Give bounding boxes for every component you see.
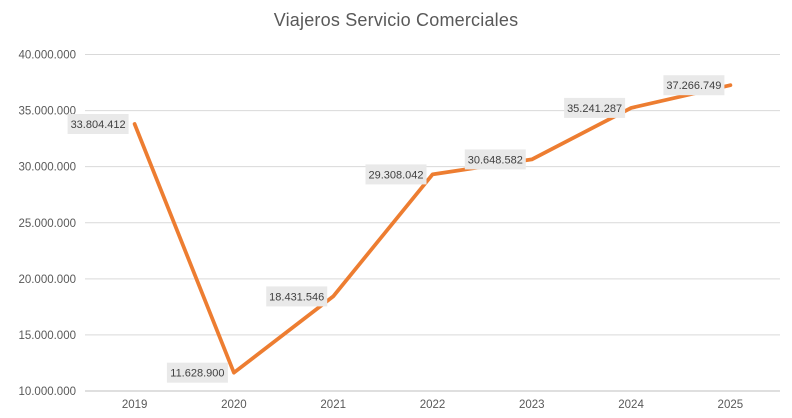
data-label: 33.804.412	[71, 119, 126, 131]
x-axis-tick-label: 2023	[519, 399, 545, 411]
y-axis-tick-label: 30.000.000	[18, 162, 76, 174]
data-label-bg	[266, 286, 328, 307]
data-label: 30.648.582	[468, 154, 523, 166]
y-axis-tick-label: 20.000.000	[18, 274, 76, 286]
data-label: 18.431.546	[269, 291, 324, 303]
data-label-bg	[663, 75, 725, 96]
y-axis-tick-label: 15.000.000	[18, 330, 76, 342]
data-label: 37.266.749	[666, 80, 721, 92]
x-axis-tick-label: 2019	[122, 399, 148, 411]
data-series-line	[132, 83, 733, 375]
data-label-bg	[365, 164, 427, 185]
data-label: 35.241.287	[567, 103, 622, 115]
x-axis-tick-label: 2021	[320, 399, 346, 411]
x-axis-tick-label: 2020	[221, 399, 247, 411]
chart-title: Viajeros Servicio Comerciales	[273, 10, 519, 30]
y-axis-tick-label: 35.000.000	[18, 106, 76, 118]
y-axis-tick-label: 40.000.000	[18, 50, 76, 62]
data-label-bg	[464, 149, 526, 170]
x-axis-tick-label: 2022	[420, 399, 446, 411]
data-label-bg	[564, 97, 626, 118]
x-axis-tick-label: 2024	[618, 399, 644, 411]
data-label-bg	[166, 362, 228, 383]
data-label: 11.628.900	[170, 368, 224, 380]
data-label-bg	[67, 114, 129, 134]
data-label: 29.308.042	[368, 169, 423, 181]
x-axis-tick-label: 2025	[718, 399, 744, 411]
y-axis-tick-label: 25.000.000	[18, 218, 76, 230]
y-axis-tick-label: 10.000.000	[18, 386, 76, 398]
